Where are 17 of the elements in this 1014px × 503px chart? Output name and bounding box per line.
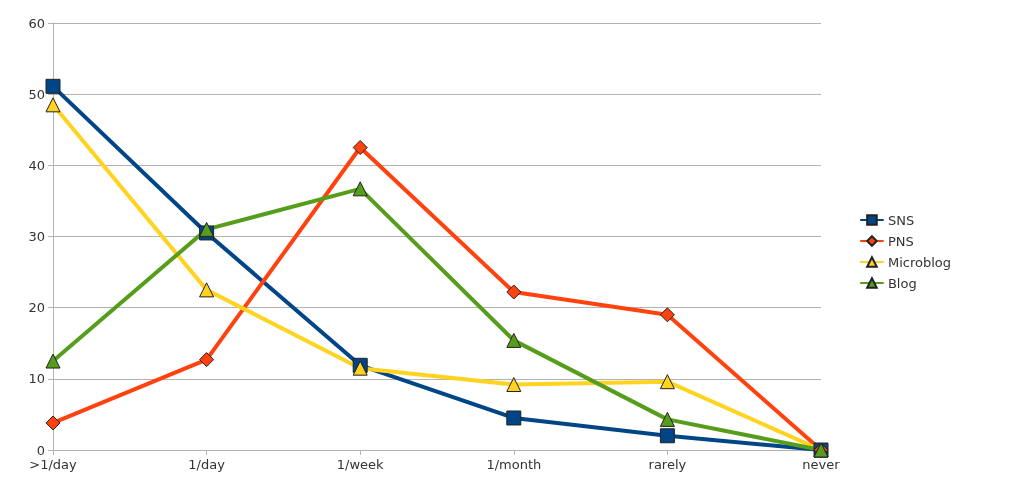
legend-label: Microblog xyxy=(887,254,951,270)
y-tick-label: 40 xyxy=(28,157,45,173)
y-tick-label: 60 xyxy=(28,15,45,31)
legend-label: PNS xyxy=(887,233,914,249)
x-tick-label: never xyxy=(802,457,841,472)
x-tick-label: 1/month xyxy=(486,457,542,472)
x-tick-label: 1/week xyxy=(336,457,385,472)
legend-label: SNS xyxy=(887,212,915,228)
y-tick-label: 0 xyxy=(36,442,45,458)
y-tick-label: 10 xyxy=(28,371,45,387)
y-tick-label: 50 xyxy=(28,86,45,102)
x-tick-label: rarely xyxy=(648,457,687,472)
y-tick-label: 20 xyxy=(28,300,45,316)
x-tick-label: 1/day xyxy=(188,457,226,472)
legend-label: Blog xyxy=(887,275,917,291)
x-tick-label: >1/day xyxy=(29,457,78,472)
y-tick-label: 30 xyxy=(28,229,45,244)
